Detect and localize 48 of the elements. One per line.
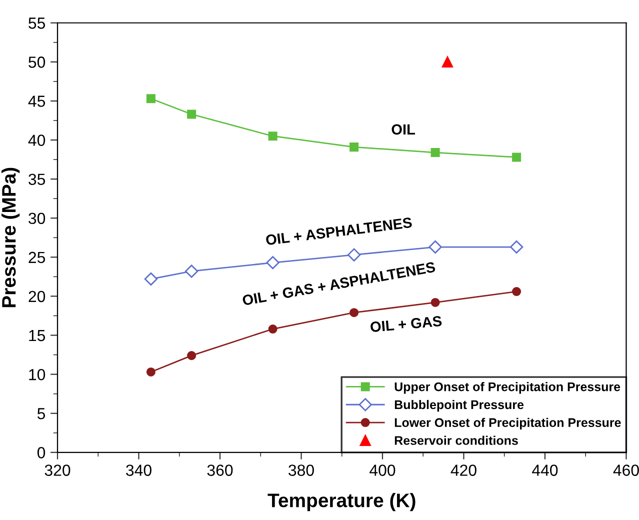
x-tick-label: 460 [613,464,639,476]
x-tick-label: 380 [288,464,314,476]
annotation: OIL + GAS [370,316,442,332]
point [187,110,196,119]
x-tick-label: 360 [207,464,233,476]
point [268,324,278,334]
y-tick-label: 0 [37,447,46,458]
x-tick-label: 340 [126,464,152,476]
x-tick-label: 420 [450,464,476,476]
y-axis-title: Pressure (MPa) [1,168,20,308]
point [266,256,280,270]
point [144,272,158,286]
y-tick-label: 20 [28,290,46,302]
x-tick-label: 440 [532,464,558,476]
point [512,152,522,162]
point [428,240,442,254]
point [430,148,440,158]
point [510,240,524,254]
point [347,248,361,262]
annotation: OIL [392,124,415,135]
annotation: OIL + ASPHALTENES [266,217,412,246]
y-tick-label: 30 [28,212,46,224]
legend-label: Reservoir conditions [394,436,518,445]
point [512,287,522,296]
y-tick-label: 5 [37,408,46,420]
point [268,132,278,141]
point [350,308,359,318]
point [442,56,454,68]
y-tick-label: 55 [28,18,46,29]
y-tick-label: 40 [28,134,46,146]
y-tick-label: 15 [29,330,46,342]
point [187,351,196,360]
x-axis-title: Temperature (K) [268,492,416,512]
legend-label: Lower Onset of Precipitation Pressure [394,418,621,430]
y-tick-label: 50 [28,56,46,68]
y-tick-label: 35 [28,174,46,186]
point [184,264,198,278]
legend-label: Upper Onset of Precipitation Pressure [394,382,620,394]
point [350,142,359,152]
y-tick-label: 10 [29,368,46,380]
point [146,367,156,376]
y-tick-label: 25 [28,252,46,264]
point [430,298,440,307]
point [146,94,156,104]
x-tick-label: 320 [44,464,70,476]
x-tick-label: 400 [370,464,396,476]
y-tick-label: 45 [28,96,46,107]
legend-label: Bubblepoint Pressure [394,400,524,412]
